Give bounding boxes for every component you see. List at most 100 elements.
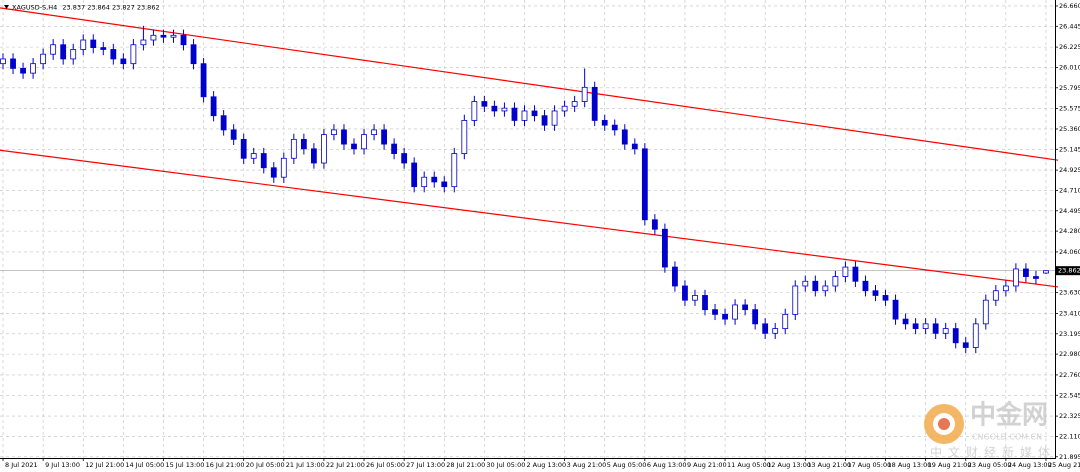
candle-body <box>0 58 6 65</box>
x-tick-label: 15 Jul 13:00 <box>165 461 204 469</box>
candle-body <box>1012 268 1019 287</box>
x-tick-label: 11 Aug 05:00 <box>727 461 771 469</box>
y-tick-label: 24.925 <box>1059 166 1080 174</box>
candle-body <box>200 63 207 98</box>
candle-body <box>401 153 408 164</box>
y-tick-label: 25.795 <box>1059 84 1080 92</box>
candle-body <box>902 318 909 325</box>
candle-body <box>80 39 87 50</box>
candle-body <box>511 107 518 121</box>
candle-body <box>351 143 357 150</box>
candle-body <box>762 323 769 334</box>
candle-body <box>50 44 57 55</box>
candle-body <box>310 148 317 164</box>
candle-body <box>481 101 488 107</box>
ohlc-close: 23.862 <box>137 4 160 12</box>
candle-body <box>551 110 558 126</box>
candle-body <box>862 280 869 292</box>
candle-body <box>341 129 347 145</box>
candle-body <box>501 107 508 112</box>
candle-body <box>290 138 297 159</box>
x-tick-label: 12 Jul 21:00 <box>85 461 124 469</box>
candle-body <box>702 295 708 311</box>
candle-body <box>912 323 919 329</box>
candle-body <box>692 295 698 301</box>
chart-title: XAGUSD-S,H4 23.837 23.864 23.827 23.862 <box>12 4 160 12</box>
y-tick-label: 26.225 <box>1059 43 1080 51</box>
candle-body <box>190 44 197 65</box>
candle-body <box>260 153 267 169</box>
x-tick-label: 17 Aug 05:00 <box>847 461 891 469</box>
candle-body <box>581 86 588 102</box>
symbol: XAGUSD-S,H4 <box>12 4 57 12</box>
candle-body <box>30 63 36 74</box>
x-tick-label: 2 Aug 13:00 <box>526 461 566 469</box>
candle-body <box>110 49 117 60</box>
candle-body <box>421 176 428 188</box>
y-tick-label: 24.710 <box>1059 186 1080 194</box>
y-tick-label: 25.360 <box>1059 125 1080 133</box>
x-tick-label: 21 Jul 13:00 <box>286 461 325 469</box>
watermark-logo-core <box>938 418 950 430</box>
candle-body <box>70 49 77 60</box>
y-tick-label: 23.195 <box>1059 330 1080 338</box>
candle-body <box>541 115 548 126</box>
candle-body <box>40 53 47 65</box>
last-price-box <box>1056 266 1080 276</box>
candle-body <box>682 285 688 301</box>
candle-body <box>60 44 67 60</box>
watermark-slogan: 中文财经新媒体 <box>930 445 1056 460</box>
x-tick-label: 6 Aug 13:00 <box>647 461 687 469</box>
y-tick-label: 22.325 <box>1059 412 1080 420</box>
candle-body <box>170 34 177 38</box>
trendline <box>0 7 1059 161</box>
candle-body <box>982 299 989 325</box>
candle-body <box>972 323 979 348</box>
candle-body <box>451 153 458 188</box>
x-tick-label: 25 Aug 21:00 <box>1048 461 1080 469</box>
candle-body <box>381 129 387 145</box>
y-tick-label: 24.495 <box>1059 207 1080 215</box>
candle-body <box>150 34 157 41</box>
x-tick-label: 9 Jul 13:00 <box>45 461 80 469</box>
ohlc-low: 23.827 <box>112 4 135 12</box>
candle-body <box>90 39 97 48</box>
x-tick-label: 27 Jul 13:00 <box>406 461 445 469</box>
watermark-brand: 中金网 <box>970 400 1048 431</box>
trendlines <box>0 7 1059 288</box>
candle-body <box>561 105 568 112</box>
x-tick-label: 5 Aug 05:00 <box>607 461 647 469</box>
candle-body <box>742 304 749 311</box>
x-tick-label: 23 Aug 05:00 <box>968 461 1012 469</box>
candle-body <box>792 285 799 315</box>
menu-arrow[interactable] <box>4 5 9 9</box>
y-tick-label: 26.660 <box>1059 2 1080 10</box>
candle-body <box>521 110 528 121</box>
y-tick-label: 22.980 <box>1059 350 1080 358</box>
candle-body <box>992 290 999 301</box>
candle-body <box>461 120 468 154</box>
candle-body <box>952 328 959 344</box>
x-tick-label: 18 Aug 13:00 <box>888 461 932 469</box>
candle-body <box>621 129 628 145</box>
x-tick-label: 12 Aug 13:00 <box>767 461 811 469</box>
candle-body <box>491 105 498 112</box>
candle-body <box>120 58 127 65</box>
watermark: 中金网 CNGOLD.COM.CN 中文财经新媒体 <box>924 400 1056 460</box>
x-tick-label: 26 Jul 05:00 <box>366 461 405 469</box>
candle-body <box>772 328 779 334</box>
candle-body <box>752 309 759 325</box>
candle-body <box>411 162 418 188</box>
candle-body <box>441 181 448 188</box>
candle-body <box>280 157 287 178</box>
candle-body <box>240 138 247 159</box>
watermark-domain: CNGOLD.COM.CN <box>972 433 1042 442</box>
candle-body <box>922 323 929 329</box>
x-tick-label: 13 Aug 21:00 <box>807 461 851 469</box>
y-tick-label: 26.445 <box>1059 22 1080 30</box>
x-tick-label: 3 Aug 21:00 <box>567 461 607 469</box>
candle-body <box>842 266 849 277</box>
